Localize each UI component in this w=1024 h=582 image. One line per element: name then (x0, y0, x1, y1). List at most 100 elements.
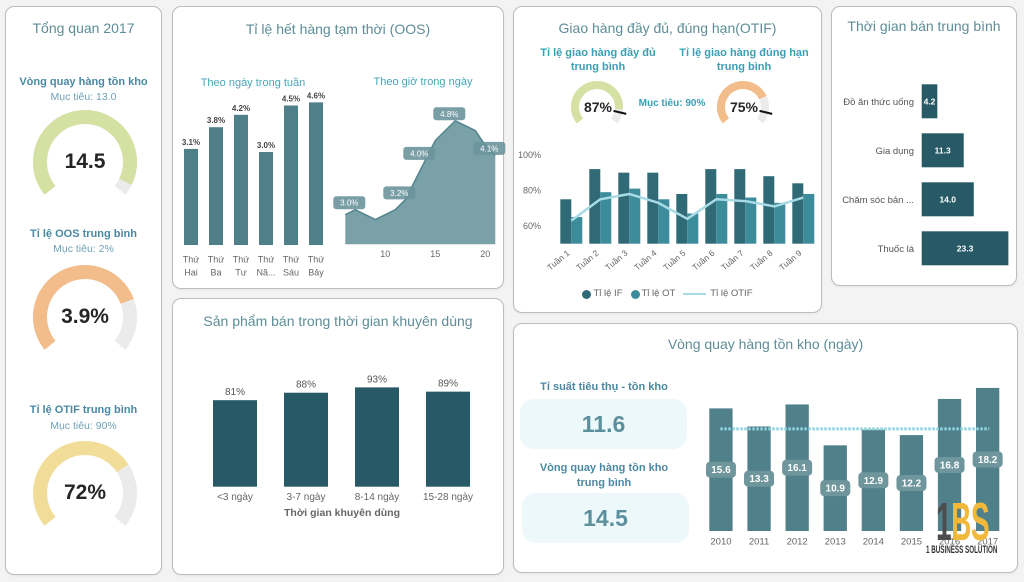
otif-ot-gauge-value: 75% (729, 99, 759, 115)
otif-if-bar[interactable] (734, 169, 746, 244)
promo-panel: 81% <3 ngày 88% 3-7 ngày 93% 8-14 ngày 89% 15-2… (172, 298, 504, 575)
oos-day-bar[interactable] (284, 105, 298, 246)
sell-time-bar[interactable] (921, 182, 974, 217)
otif-ot-bar[interactable] (629, 188, 641, 244)
data-label-background (383, 186, 416, 200)
inventory-year-label: 2017 (977, 537, 998, 548)
kpi-otif-target: Mục tiêu: 90% (50, 420, 117, 432)
inventory-year-label: 2012 (787, 537, 808, 548)
sell-time-category-label: Gia dụng (875, 146, 914, 157)
sell-time-bar[interactable] (921, 231, 1009, 266)
sell-through-ratio-label: Tỉ suất tiêu thụ - tồn kho (540, 381, 668, 393)
otif-y-tick-label: 60% (523, 221, 541, 231)
oos-day-category-label: Thứ (183, 255, 200, 265)
gauge-target-marker (759, 109, 773, 115)
oos-day-category-label: Bảy (308, 268, 324, 278)
oos-day-bar[interactable] (234, 114, 248, 245)
legend-otif-line-icon (683, 293, 707, 295)
data-label-background (896, 475, 927, 492)
promo-bar[interactable] (426, 391, 470, 487)
otif-y-tick-label: 80% (523, 185, 541, 195)
data-label-text: 3.2% (390, 189, 408, 198)
sell-through-ratio-value: 11.6 (581, 410, 626, 437)
oos-day-bar[interactable] (259, 152, 273, 245)
oos-hour-data-label: 4.1% (473, 141, 506, 155)
data-label-background (782, 459, 813, 476)
otif-if-bar[interactable] (792, 183, 804, 244)
otif-if-bar[interactable] (560, 199, 572, 244)
promo-bar[interactable] (213, 400, 257, 487)
kpi-inventory-turnover-target: Mục tiêu: 13.0 (50, 91, 117, 103)
data-label-background (403, 146, 436, 160)
otif-ot-bar[interactable] (658, 199, 670, 244)
oos-hour-tick-label: 20 (480, 249, 490, 259)
legend-item-ot[interactable]: Tỉ lệ OT (630, 288, 676, 300)
overview-panel: Tổng quan 2017 Vòng quay hàng tồn kho Mụ… (5, 6, 162, 575)
gauge-fill (33, 110, 137, 195)
promo-bar[interactable] (284, 392, 328, 487)
kpi-oos-label: Tỉ lệ OOS trung bình (30, 228, 137, 240)
otif-week-label: Tuần 7 (719, 248, 746, 273)
otif-if-bar[interactable] (705, 169, 717, 244)
otif-ot-bar[interactable] (571, 217, 583, 244)
otif-ot-bar[interactable] (745, 197, 757, 244)
promo-category-label: <3 ngày (217, 492, 253, 503)
oos-day-bar[interactable] (309, 102, 323, 246)
legend-if-swatch-icon (582, 289, 592, 299)
sell-time-bar[interactable] (921, 133, 964, 168)
sell-time-value-label: 14.0 (939, 194, 956, 204)
otif-ot-bar[interactable] (716, 193, 728, 244)
kpi-oos-value: 3.9% (61, 305, 109, 328)
oos-day-category-label: Sáu (283, 268, 299, 278)
otif-ot-bar[interactable] (803, 193, 815, 244)
promo-value-label: 93% (367, 374, 387, 385)
otif-week-label: Tuần 9 (777, 248, 804, 273)
sell-time-bar[interactable] (921, 84, 938, 119)
logo-tagline: 1 BUSINESS SOLUTION (926, 544, 998, 556)
oos-day-value-label: 4.6% (307, 91, 325, 100)
otif-line (570, 192, 804, 222)
kpi-gauge (33, 441, 137, 526)
oos-day-bar[interactable] (184, 148, 198, 245)
data-label-background (333, 196, 366, 210)
otif-if-bar[interactable] (676, 193, 688, 244)
otif-week-label: Tuần 2 (574, 248, 601, 273)
oos-hour-area[interactable] (345, 120, 496, 245)
oos-day-bar[interactable] (209, 127, 223, 245)
inventory-data-label: 18.2 (972, 451, 1003, 468)
otif-ot-bar[interactable] (600, 192, 612, 244)
sell-time-panel: 4.2 Đồ ăn thức uống 11.3 Gia dụng 14.0 Chăm s… (831, 6, 1017, 286)
otif-if-gauge-label-line2: trung bình (570, 61, 626, 73)
otif-if-bar[interactable] (589, 169, 601, 244)
sell-time-value-label: 11.3 (935, 145, 951, 155)
otif-if-bar[interactable] (763, 176, 775, 244)
oos-day-category-label: Hai (184, 268, 198, 278)
inventory-year-label: 2014 (863, 537, 884, 548)
legend-item-otif[interactable]: Tỉ lệ OTIF (683, 288, 753, 300)
legend-ot-label: Tỉ lệ OT (641, 288, 676, 299)
avg-turnover-label-line2: trung bình (576, 477, 632, 489)
kpi-gauge (33, 265, 137, 350)
gauge-fill (571, 81, 623, 124)
otif-if-bar[interactable] (647, 172, 659, 244)
otif-ot-bar[interactable] (774, 202, 786, 244)
promo-chart: 81% <3 ngày 88% 3-7 ngày 93% 8-14 ngày 89% 15-2… (213, 374, 473, 519)
legend-item-if[interactable]: Tỉ lệ IF (582, 288, 623, 300)
sell-time-category-label: Thuốc lá (878, 244, 915, 255)
otif-legend: Tỉ lệ IF Tỉ lệ OT Tỉ lệ OTIF (514, 288, 821, 300)
promo-x-axis-title: Thời gian khuyên dùng (284, 507, 400, 519)
otif-ot-bar[interactable] (687, 213, 699, 244)
oos-day-category-label: Tư (235, 268, 247, 278)
data-label-background (705, 461, 736, 478)
oos-hour-tick-label: 15 (430, 249, 440, 259)
promo-bar[interactable] (355, 387, 399, 487)
kpi-inventory-turnover-label: Vòng quay hàng tồn kho (19, 76, 148, 88)
gauge-target-marker (613, 109, 627, 115)
otif-y-tick-label: 100% (518, 150, 541, 160)
oos-hour-data-label: 3.2% (383, 186, 416, 200)
otif-if-bar[interactable] (618, 172, 630, 244)
otif-week-label: Tuần 5 (661, 248, 688, 273)
legend-otif-label: Tỉ lệ OTIF (710, 288, 753, 299)
otif-ot-gauge-label-line2: trung bình (716, 61, 772, 73)
promo-category-label: 8-14 ngày (355, 492, 399, 503)
